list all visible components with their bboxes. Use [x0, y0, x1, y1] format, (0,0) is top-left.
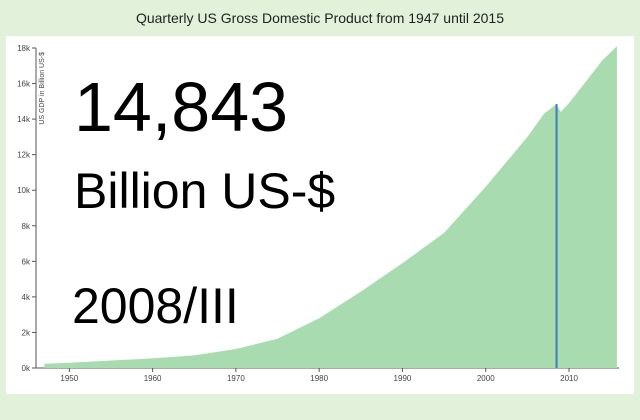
- y-tick-label: 12k: [17, 151, 31, 160]
- y-tick-label: 4k: [22, 293, 31, 302]
- y-tick-label: 0k: [22, 364, 31, 373]
- y-axis-label: US GDP in Billion US-$: [39, 52, 46, 125]
- y-tick-label: 14k: [17, 115, 31, 124]
- readout-period: 2008/III: [72, 278, 239, 334]
- chart-panel: 0k 2k 4k 6k 8k 10k 12k 14k 16k 18k 1950 1960 1970 19…: [6, 36, 634, 394]
- y-tick-label: 6k: [22, 257, 31, 266]
- x-tick-label: 1980: [310, 374, 328, 383]
- y-tick-label: 2k: [22, 328, 31, 337]
- x-axis: 1950 1960 1970 1980 1990 2000 2010: [36, 367, 619, 383]
- gdp-area-series: [44, 46, 617, 368]
- y-axis: 0k 2k 4k 6k 8k 10k 12k 14k 16k 18k: [17, 44, 37, 373]
- x-tick-label: 1960: [144, 374, 162, 383]
- readout-value: 14,843: [74, 68, 288, 146]
- x-tick-label: 1970: [227, 374, 245, 383]
- chart-title: Quarterly US Gross Domestic Product from…: [135, 10, 505, 26]
- y-tick-label: 8k: [22, 222, 31, 231]
- y-tick-label: 16k: [17, 80, 31, 89]
- y-tick-label: 18k: [17, 44, 31, 53]
- x-tick-label: 2000: [477, 374, 495, 383]
- y-tick-label: 10k: [17, 186, 31, 195]
- readout-unit: Billion US-$: [74, 163, 335, 219]
- x-tick-label: 2010: [560, 374, 578, 383]
- x-tick-label: 1990: [394, 374, 412, 383]
- x-tick-label: 1950: [60, 374, 78, 383]
